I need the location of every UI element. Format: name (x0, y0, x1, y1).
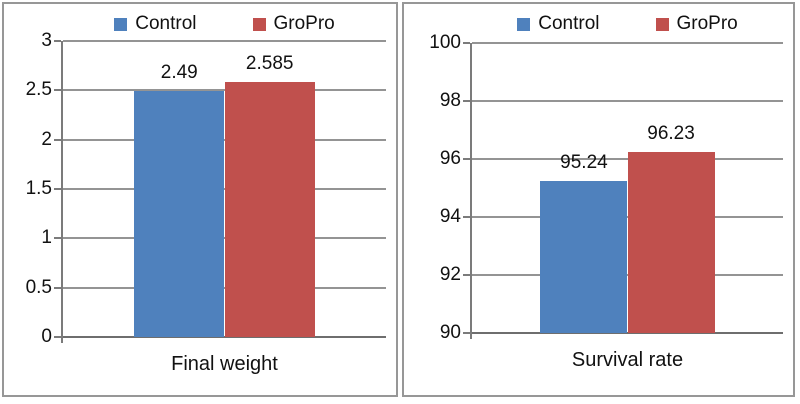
y-tick-label: 94 (439, 206, 461, 227)
bar-control (134, 91, 225, 337)
y-tick-label: 1 (41, 227, 52, 249)
y-axis-tick (463, 100, 470, 102)
y-axis-tick (463, 332, 470, 334)
chart-panel-survival-rate: Control GroPro 90 92 94 96 98 100 95.24 96.23 Su… (402, 2, 795, 397)
legend-item-gropro: GroPro (252, 13, 335, 35)
gridline (63, 40, 386, 42)
y-tick-label: 1.5 (25, 178, 52, 199)
y-axis-tick (463, 42, 470, 44)
category-axis-label: Final weight (171, 353, 278, 375)
legend-item-control: Control (114, 13, 197, 35)
plot-area: 0 0.5 1 1.5 2 2.5 3 2.49 2.585 (26, 30, 386, 347)
bar-value-label-gropro: 2.585 (245, 52, 294, 74)
y-axis-tick (54, 286, 61, 289)
bar-control (540, 181, 628, 333)
legend-item-gropro: GroPro (655, 13, 738, 35)
y-tick-label: 3 (41, 30, 52, 51)
bar-gropro (627, 152, 715, 333)
y-axis-tick (54, 89, 61, 92)
gridline (472, 100, 783, 102)
y-axis-tick (54, 237, 61, 240)
legend-label-gropro: GroPro (676, 13, 738, 34)
category-axis-label: Survival rate (571, 349, 684, 371)
legend-swatch-control (114, 17, 128, 31)
legend-label-control: Control (135, 13, 197, 34)
y-axis-tick (463, 274, 470, 276)
y-axis-tick (54, 138, 61, 141)
y-axis-line (61, 41, 63, 343)
bar-value-label-control: 95.24 (560, 152, 608, 174)
chart-panel-final-weight: Control GroPro 0 0.5 1 1.5 2 2.5 3 2.49 2.585 Fin… (2, 2, 398, 397)
y-axis-tick (463, 216, 470, 218)
y-tick-label: 92 (439, 264, 461, 285)
legend-swatch-gropro (252, 17, 266, 31)
gridline (63, 336, 386, 338)
gridline (472, 332, 783, 334)
y-tick-label: 0.5 (25, 276, 52, 298)
legend-swatch-gropro (655, 17, 669, 31)
bar-value-label-gropro: 96.23 (647, 123, 695, 145)
y-tick-label: 90 (439, 322, 461, 343)
y-axis-tick (54, 40, 61, 42)
bar-gropro (224, 81, 315, 337)
legend-item-control: Control (517, 13, 600, 35)
y-axis-line (470, 43, 472, 339)
y-tick-label: 98 (439, 90, 461, 111)
y-axis-tick (54, 188, 61, 190)
y-tick-label: 0 (41, 326, 52, 347)
gridline (472, 42, 783, 44)
legend: Control GroPro (63, 10, 386, 38)
legend-label-gropro: GroPro (273, 13, 335, 34)
legend-swatch-control (517, 17, 531, 31)
plot-area: 90 92 94 96 98 100 95.24 96.23 (429, 32, 783, 343)
bar-value-label-control: 2.49 (160, 62, 198, 84)
y-tick-label: 96 (439, 148, 461, 169)
y-axis-tick (463, 158, 470, 160)
legend: Control GroPro (472, 10, 783, 38)
legend-label-control: Control (538, 13, 600, 34)
y-axis-tick (54, 336, 61, 338)
y-tick-label: 100 (429, 32, 461, 53)
y-tick-label: 2.5 (25, 79, 52, 101)
y-tick-label: 2 (41, 128, 52, 150)
